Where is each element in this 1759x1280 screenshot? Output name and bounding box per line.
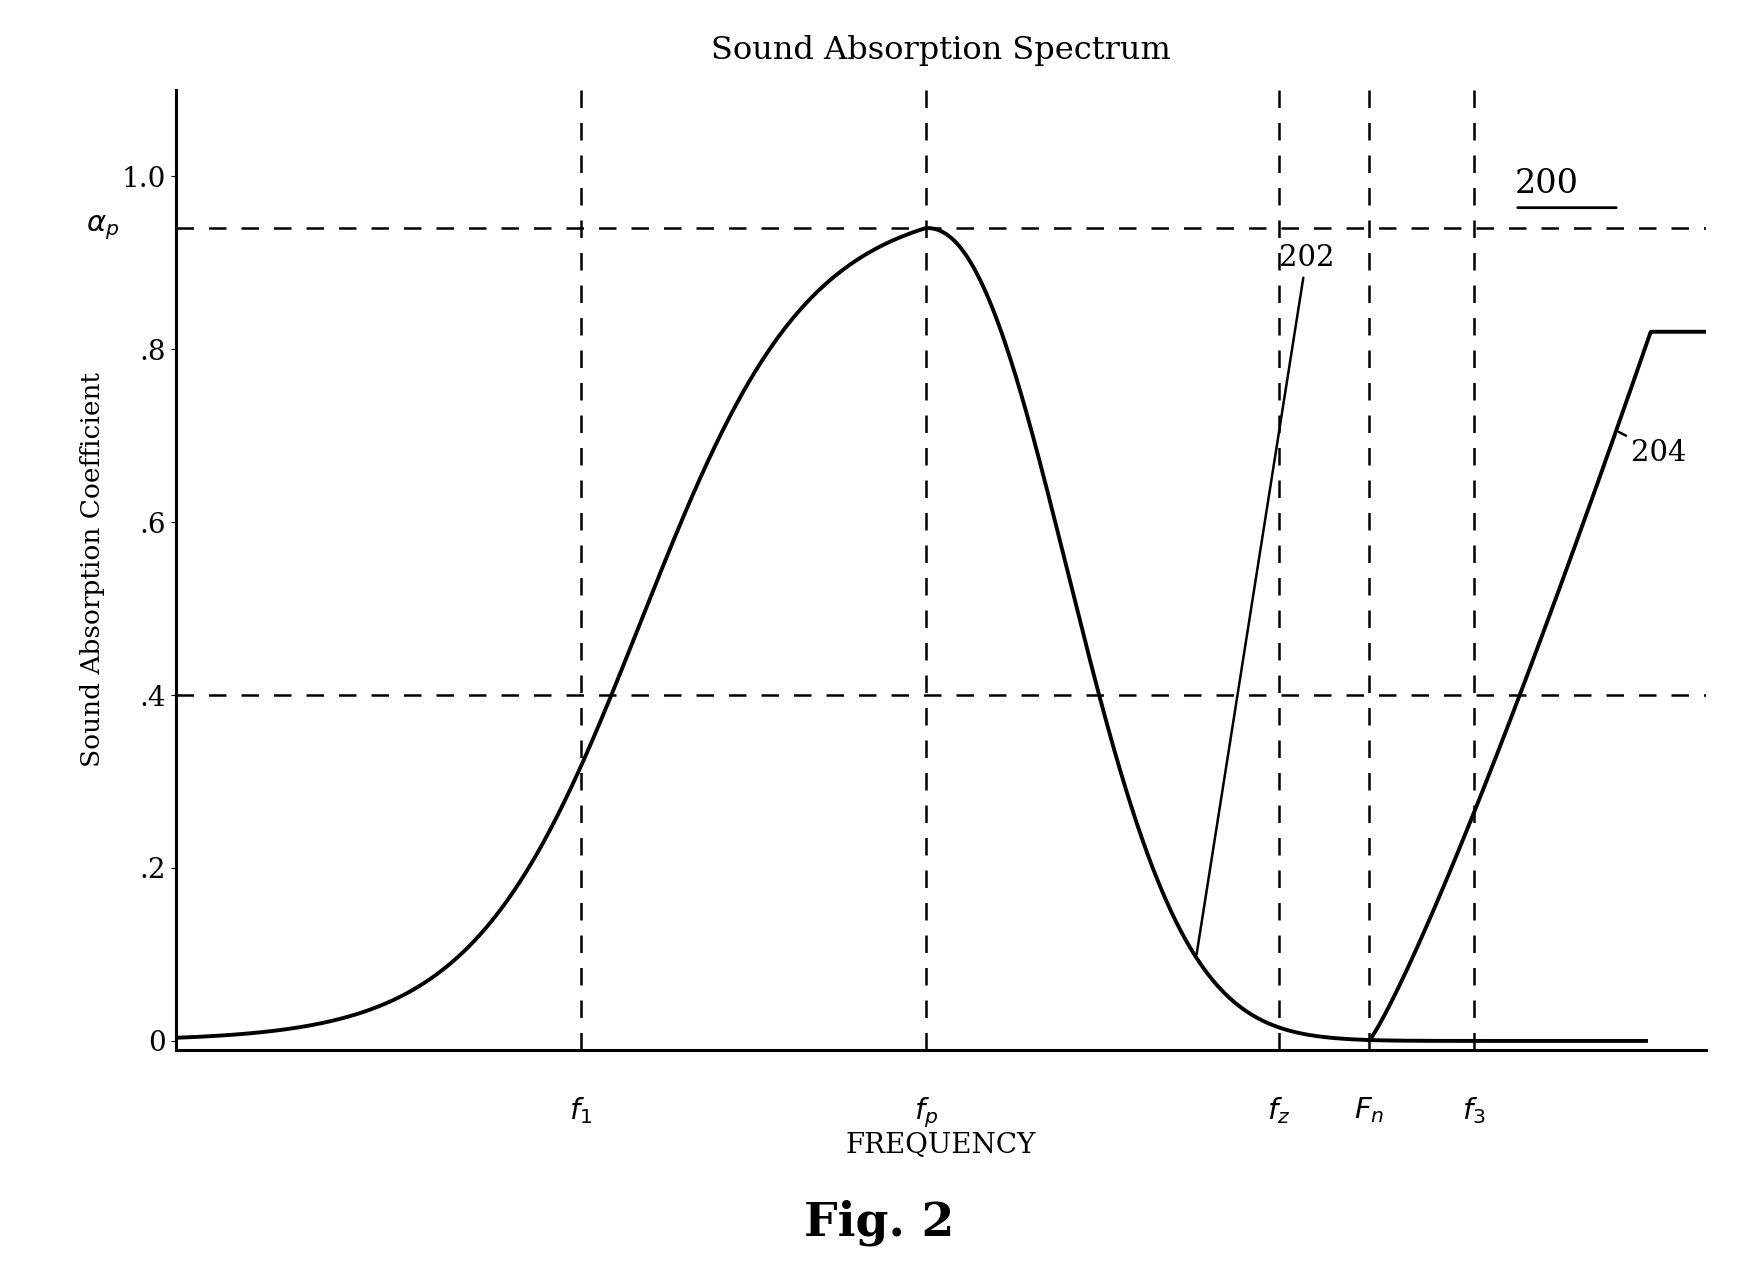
Text: Fig. 2: Fig. 2 xyxy=(804,1199,955,1245)
Y-axis label: Sound Absorption Coefficient: Sound Absorption Coefficient xyxy=(81,372,106,767)
Text: $f_z$: $f_z$ xyxy=(1266,1096,1291,1126)
Title: Sound Absorption Spectrum: Sound Absorption Spectrum xyxy=(711,35,1171,67)
Text: $f_p$: $f_p$ xyxy=(915,1096,938,1130)
Text: $F_n$: $F_n$ xyxy=(1353,1096,1384,1125)
Text: FREQUENCY: FREQUENCY xyxy=(846,1132,1036,1160)
Text: 200: 200 xyxy=(1514,168,1580,200)
Text: $f_1$: $f_1$ xyxy=(570,1096,593,1126)
Text: $\alpha_p$: $\alpha_p$ xyxy=(86,214,120,242)
Text: 204: 204 xyxy=(1618,431,1687,467)
Text: 202: 202 xyxy=(1196,244,1333,955)
Text: $f_3$: $f_3$ xyxy=(1462,1096,1485,1126)
